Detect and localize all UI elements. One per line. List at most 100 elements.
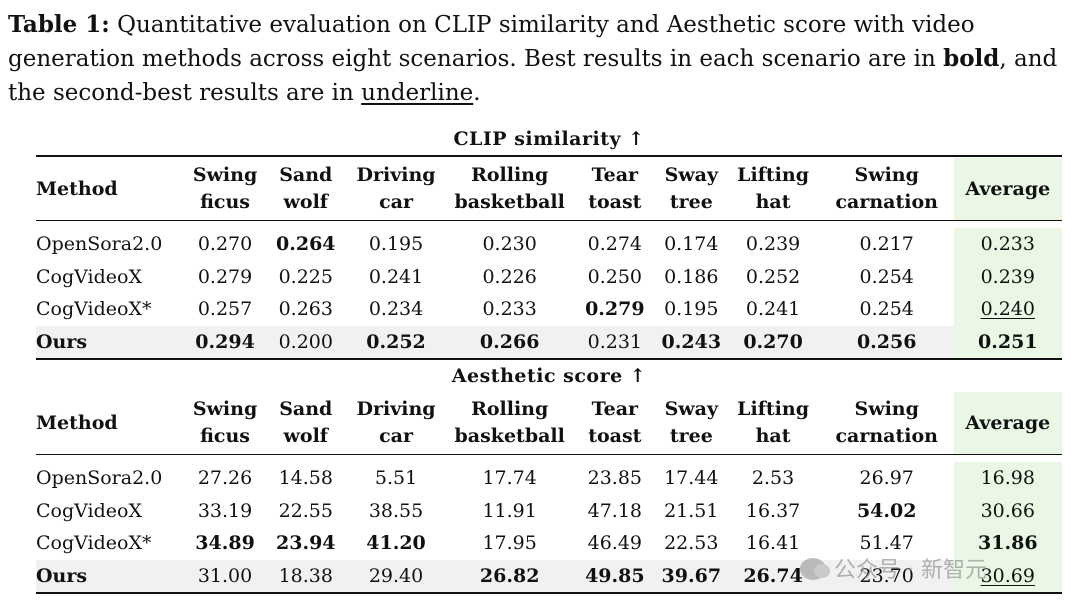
- average-cell: 0.233: [953, 228, 1062, 261]
- table-row: CogVideoX 33.19 22.55 38.55 11.91 47.18 21.51 1…: [36, 494, 1062, 528]
- aesthetic-section-title: Aesthetic score ↑: [451, 365, 647, 387]
- cell-value: 0.233: [980, 233, 1035, 256]
- cell-value: 27.26: [197, 467, 253, 490]
- cell-value: 16.98: [980, 467, 1035, 490]
- column-header: Lifting hat: [726, 158, 819, 220]
- table-row: OpenSora2.0 0.270 0.264 0.195 0.230 0.274 0.17…: [36, 228, 1062, 261]
- cell-value: 41.20: [366, 532, 426, 555]
- cell-value: 0.257: [197, 298, 253, 321]
- column-header-line1: Swing: [854, 164, 919, 186]
- cell-value: 2.53: [751, 467, 795, 490]
- cell-value: 0.226: [482, 265, 537, 288]
- value-cell: 41.20: [346, 527, 446, 560]
- table-row: CogVideoX 0.279 0.225 0.241 0.226 0.250 0.186 0…: [36, 260, 1062, 294]
- column-header-line1: Driving: [356, 398, 436, 420]
- column-header-line2: wolf: [283, 191, 328, 213]
- column-header-line2: basketball: [454, 425, 565, 447]
- cell-value: 18.38: [278, 564, 333, 587]
- wechat-icon: [800, 558, 830, 580]
- method-cell: CogVideoX*: [36, 298, 152, 321]
- value-cell: 0.233: [446, 293, 573, 326]
- value-cell: 38.55: [346, 495, 446, 528]
- cell-value: 0.234: [368, 298, 424, 321]
- cell-value: 0.200: [278, 330, 333, 353]
- column-header-line2: car: [379, 191, 413, 213]
- cell-value: 0.251: [978, 330, 1038, 353]
- value-cell: 0.257: [185, 293, 266, 326]
- value-cell: 23.70: [819, 559, 954, 592]
- cell-value: 51.47: [859, 532, 914, 555]
- column-header: Method: [36, 392, 185, 454]
- cell-value: 0.274: [587, 233, 643, 256]
- value-cell: 0.239: [726, 228, 819, 261]
- average-cell: 16.98: [953, 462, 1062, 495]
- value-cell: 34.89: [185, 527, 266, 560]
- value-cell: 0.241: [346, 261, 446, 294]
- cell-value: 46.49: [587, 532, 643, 555]
- cell-value: 0.254: [859, 298, 914, 321]
- caption-text-3: .: [473, 80, 481, 106]
- cell-value: 30.66: [980, 499, 1035, 522]
- value-cell: 26.97: [820, 462, 954, 495]
- cell-value: 11.91: [482, 499, 537, 522]
- clip-section-title: CLIP similarity ↑: [453, 128, 645, 150]
- average-cell: 0.239: [953, 260, 1062, 293]
- value-cell: 0.254: [820, 261, 954, 294]
- cell-value: 0.263: [278, 298, 333, 321]
- value-cell: 49.85: [573, 559, 657, 592]
- column-header: Sway tree: [656, 392, 726, 454]
- cell-value: 0.270: [197, 233, 253, 256]
- column-header: Swing carnation: [820, 158, 954, 220]
- cell-value: 26.97: [859, 467, 914, 490]
- value-cell: 0.270: [185, 228, 266, 261]
- cell-value: 31.00: [197, 564, 253, 587]
- cell-value: 38.55: [368, 499, 424, 522]
- column-header-line1: Sway: [664, 164, 719, 186]
- column-header-line2: ficus: [200, 191, 250, 213]
- average-cell: 0.251: [953, 325, 1062, 358]
- cell-value: 49.85: [585, 564, 645, 587]
- cell-value: 0.239: [980, 265, 1035, 288]
- column-header-line1: Sand: [279, 398, 333, 420]
- column-header-line2: toast: [588, 191, 642, 213]
- value-cell: 17.44: [656, 462, 726, 495]
- value-cell: 0.243: [656, 325, 727, 358]
- column-header: Average: [953, 392, 1062, 454]
- cell-value: 0.230: [482, 233, 537, 256]
- cell-value: 0.266: [479, 330, 540, 353]
- value-cell: 31.00: [184, 559, 266, 592]
- value-cell: 0.195: [656, 293, 726, 326]
- column-header: Method: [36, 158, 185, 220]
- cell-value: 0.217: [859, 233, 914, 256]
- column-header: Sand wolf: [265, 392, 346, 454]
- column-header: Swing ficus: [185, 392, 266, 454]
- value-cell: 21.51: [656, 495, 726, 528]
- value-cell: 46.49: [573, 527, 656, 560]
- cell-value: 5.51: [374, 467, 418, 490]
- value-cell: 23.94: [265, 527, 346, 560]
- caption-text-2: , and the second-best results are in: [8, 46, 1058, 106]
- value-cell: 0.279: [573, 293, 656, 326]
- value-cell: 0.250: [573, 261, 656, 294]
- column-header-line1: Method: [36, 177, 118, 200]
- value-cell: 0.279: [185, 261, 266, 294]
- column-header-line1: Driving: [356, 164, 436, 186]
- value-cell: 0.266: [445, 325, 574, 358]
- value-cell: 0.200: [265, 325, 347, 358]
- clip-table: Method Swing ficus Sand wolf Driving car Rollin…: [36, 158, 1062, 360]
- value-cell: 33.19: [185, 495, 266, 528]
- cell-value: 0.252: [366, 330, 426, 353]
- value-cell: 0.174: [656, 228, 726, 261]
- column-header-line2: hat: [755, 191, 791, 213]
- value-cell: 18.38: [265, 559, 347, 592]
- cell-value: 0.195: [664, 298, 719, 321]
- cell-value: 0.240: [980, 298, 1035, 321]
- value-cell: 0.217: [820, 228, 954, 261]
- cell-value: 0.233: [482, 298, 537, 321]
- column-header-line2: hat: [755, 425, 791, 447]
- method-cell: CogVideoX*: [36, 532, 152, 555]
- header-row: Method Swing ficus Sand wolf Driving car Rollin…: [36, 392, 1062, 454]
- value-cell: 22.55: [265, 495, 346, 528]
- column-header: Tear toast: [573, 158, 656, 220]
- value-cell: 0.230: [446, 228, 573, 261]
